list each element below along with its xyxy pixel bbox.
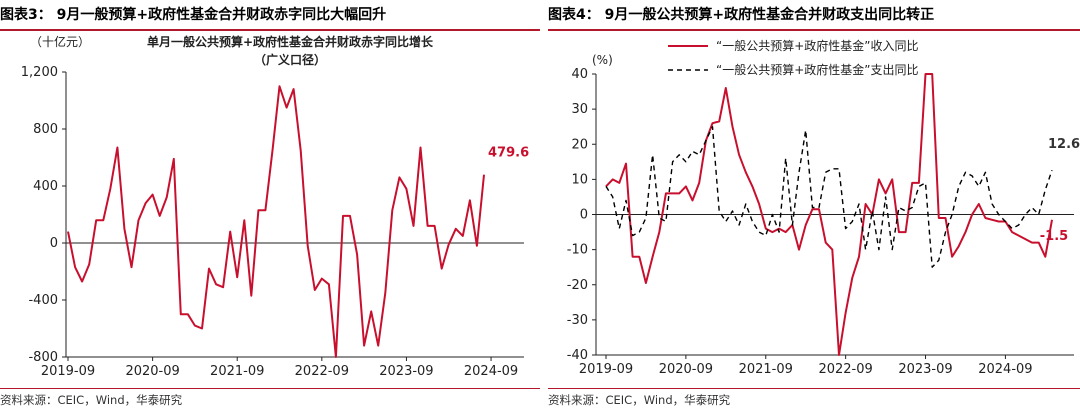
series-line-1 [67, 85, 485, 358]
x-tick-label: 2020-09 [125, 364, 179, 379]
end-value-label: -1.5 [1040, 229, 1068, 244]
end-value-label: 479.6 [488, 146, 529, 161]
y-tick-label: 0 [50, 236, 58, 251]
y-tick-label: 20 [571, 137, 588, 152]
chart-panel-deficit: 图表3： 9月一般预算+政府性基金合并财政赤字同比大幅回升 （十亿元） 单月一般公… [0, 7, 540, 407]
chart-panel-revenue-expenditure: 图表4： 9月一般公共预算+政府性基金合并财政支出同比转正 (%) 40 30 20 1… [548, 0, 1080, 413]
x-tick-label: 2022-09 [818, 362, 872, 377]
y-tick-label: 800 [33, 122, 58, 137]
y-tick-label: -800 [28, 350, 58, 365]
chart-subtitle: （广义口径） [254, 52, 326, 67]
panel-title: 图表4： 9月一般公共预算+政府性基金合并财政支出同比转正 [548, 7, 935, 23]
panel-title: 图表3： 9月一般预算+政府性基金合并财政赤字同比大幅回升 [0, 7, 387, 23]
y-tick-label: 30 [571, 102, 588, 117]
unit-label: （十亿元） [30, 34, 90, 49]
x-tick-label: 2021-09 [210, 364, 264, 379]
y-tick-label: -30 [567, 313, 588, 328]
x-tick-label: 2020-09 [659, 362, 713, 377]
y-tick-label: 40 [571, 67, 588, 82]
y-tick-label: -10 [567, 243, 588, 258]
end-value-label: 12.6 [1048, 137, 1080, 152]
y-tick-label: -40 [567, 348, 588, 363]
legend-label: “一般公共预算+政府性基金”支出同比 [716, 62, 919, 77]
legend-label: “一般公共预算+政府性基金”收入同比 [716, 38, 919, 53]
x-tick-label: 2023-09 [898, 362, 952, 377]
source-divider [0, 388, 540, 389]
y-tick-label: 10 [571, 172, 588, 187]
deficit-chart: （十亿元） 单月一般公共预算+政府性基金合并财政赤字同比增长 （广义口径） 1,200… [21, 34, 529, 379]
series-line-2 [605, 125, 1053, 268]
y-tick-label: 1,200 [21, 65, 58, 80]
x-tick-label: 2019-09 [579, 362, 633, 377]
x-tick-label: 2023-09 [379, 364, 433, 379]
y-tick-label: -20 [567, 278, 588, 293]
series-line-1 [605, 73, 1053, 356]
title-divider [548, 29, 1080, 31]
x-tick-label: 2019-09 [41, 364, 95, 379]
x-tick-label: 2024-09 [978, 362, 1032, 377]
y-tick-label: -400 [28, 293, 58, 308]
y-tick-label: 0 [580, 208, 588, 223]
source-note: 资料来源：CEIC，Wind，华泰研究 [0, 393, 183, 407]
x-tick-label: 2022-09 [295, 364, 349, 379]
unit-label: (%) [592, 53, 613, 67]
source-divider [548, 388, 1080, 389]
x-tick-label: 2021-09 [739, 362, 793, 377]
title-divider [0, 29, 540, 31]
x-tick-label: 2024-09 [464, 364, 518, 379]
y-tick-label: 400 [33, 179, 58, 194]
source-note: 资料来源：CEIC，Wind，华泰研究 [548, 393, 731, 407]
chart-title: 单月一般公共预算+政府性基金合并财政赤字同比增长 [147, 34, 434, 49]
